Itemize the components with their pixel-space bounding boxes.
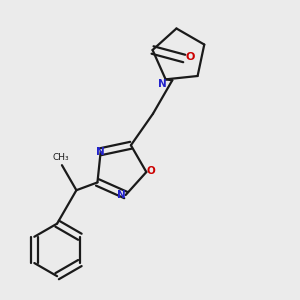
Text: O: O xyxy=(185,52,194,62)
Text: N: N xyxy=(117,190,125,200)
Text: O: O xyxy=(146,166,155,176)
Text: CH₃: CH₃ xyxy=(52,153,69,162)
Text: N: N xyxy=(158,79,167,88)
Text: N: N xyxy=(96,147,105,158)
